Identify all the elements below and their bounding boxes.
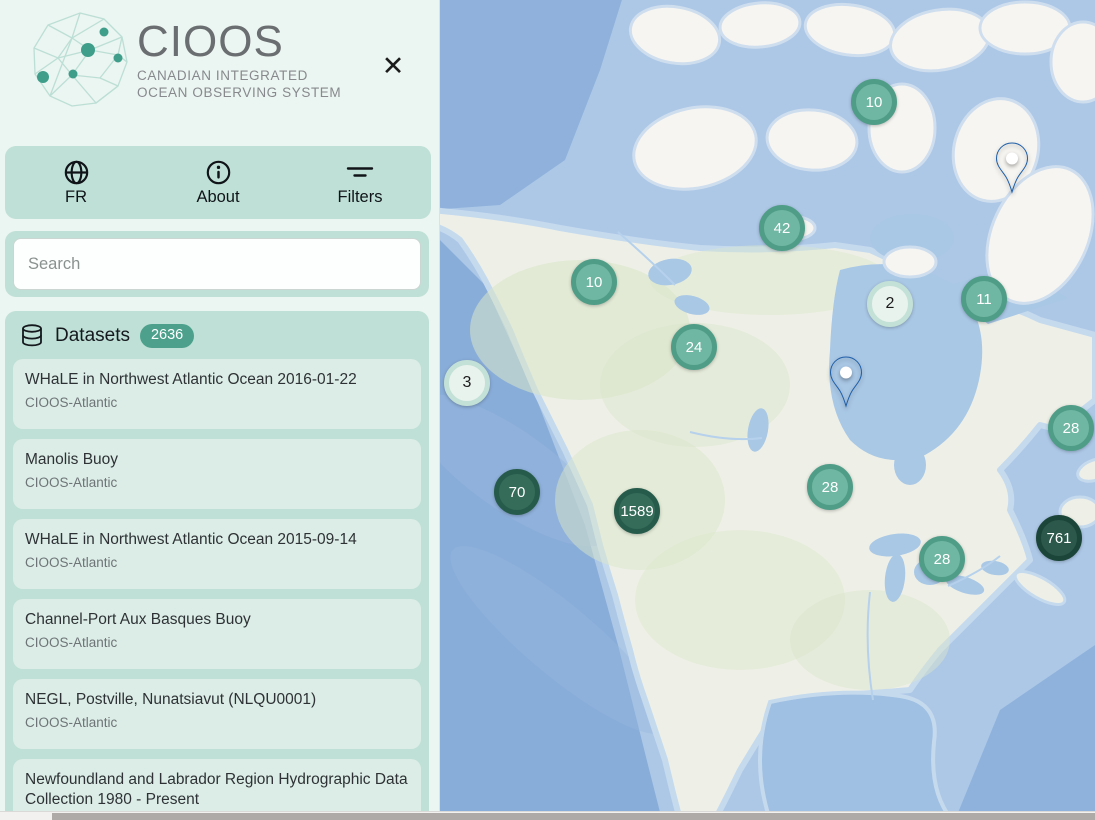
nav-item-language-fr[interactable]: FR xyxy=(21,159,131,207)
datasets-header: Datasets 2636 xyxy=(13,321,421,359)
brand-subtitle: CANADIAN INTEGRATED OCEAN OBSERVING SYST… xyxy=(137,68,342,100)
filter-icon xyxy=(346,166,374,177)
sidebar: CIOOS CANADIAN INTEGRATED OCEAN OBSERVIN… xyxy=(0,0,440,820)
cluster-marker[interactable]: 10 xyxy=(851,79,897,125)
cluster-marker[interactable]: 1589 xyxy=(614,488,660,534)
search-container xyxy=(5,231,429,297)
dataset-org: CIOOS-Atlantic xyxy=(25,475,118,491)
horizontal-scrollbar-thumb[interactable] xyxy=(52,813,1095,820)
nav-label-about: About xyxy=(196,187,240,206)
info-icon xyxy=(206,160,230,184)
dataset-title: WHaLE in Northwest Atlantic Ocean 2015-0… xyxy=(25,531,357,548)
close-sidebar-button[interactable]: ✕ xyxy=(381,50,405,81)
dataset-title: Manolis Buoy xyxy=(25,451,119,468)
map-pin[interactable] xyxy=(829,356,863,408)
cluster-marker[interactable]: 2 xyxy=(867,281,913,327)
basemap-north-america xyxy=(440,0,1095,820)
dataset-card[interactable]: WHaLE in Northwest Atlantic Ocean 2016-0… xyxy=(13,359,421,429)
dataset-org: CIOOS-Atlantic xyxy=(25,635,118,651)
map-pin[interactable] xyxy=(995,142,1029,194)
cluster-marker[interactable]: 28 xyxy=(919,536,965,582)
cluster-marker[interactable]: 28 xyxy=(807,464,853,510)
dataset-org: CIOOS-Atlantic xyxy=(25,715,118,731)
datasets-panel: Datasets 2636 WHaLE in Northwest Atlanti… xyxy=(5,311,429,820)
dataset-card[interactable]: NEGL, Postville, Nunatsiavut (NLQU0001) … xyxy=(13,679,421,749)
cluster-marker[interactable]: 24 xyxy=(671,324,717,370)
sidebar-header: CIOOS CANADIAN INTEGRATED OCEAN OBSERVIN… xyxy=(0,0,439,142)
cluster-marker[interactable]: 42 xyxy=(759,205,805,251)
dataset-card[interactable]: Channel-Port Aux Basques Buoy CIOOS-Atla… xyxy=(13,599,421,669)
search-input[interactable] xyxy=(13,238,421,290)
map-canvas[interactable]: 10 42 10 2 11 24 3 28 70 28 1589 28 761 xyxy=(440,0,1095,820)
dataset-org: CIOOS-Atlantic xyxy=(25,555,118,571)
cioos-logo-icon xyxy=(33,12,128,107)
dataset-title: Channel-Port Aux Basques Buoy xyxy=(25,611,251,628)
nav-item-filters[interactable]: Filters xyxy=(305,159,415,207)
dataset-card[interactable]: Newfoundland and Labrador Region Hydrogr… xyxy=(13,759,421,820)
nav-item-about[interactable]: About xyxy=(163,159,273,207)
horizontal-scrollbar[interactable] xyxy=(0,811,1095,820)
datasets-count-badge: 2636 xyxy=(139,324,195,348)
cluster-marker[interactable]: 3 xyxy=(444,360,490,406)
cluster-marker[interactable]: 10 xyxy=(571,259,617,305)
nav-label-filters: Filters xyxy=(337,187,383,206)
datasets-title: Datasets xyxy=(55,325,130,346)
dataset-title: Newfoundland and Labrador Region Hydrogr… xyxy=(25,771,408,809)
cluster-marker[interactable]: 11 xyxy=(961,276,1007,322)
cluster-marker[interactable]: 70 xyxy=(494,469,540,515)
nav-bar: FR About Filters xyxy=(5,146,431,219)
dataset-card[interactable]: WHaLE in Northwest Atlantic Ocean 2015-0… xyxy=(13,519,421,589)
globe-icon xyxy=(64,160,88,184)
cluster-marker[interactable]: 28 xyxy=(1048,405,1094,451)
dataset-card[interactable]: Manolis Buoy CIOOS-Atlantic xyxy=(13,439,421,509)
cluster-marker[interactable]: 761 xyxy=(1036,515,1082,561)
dataset-title: NEGL, Postville, Nunatsiavut (NLQU0001) xyxy=(25,691,317,708)
brand-name: CIOOS xyxy=(137,17,284,66)
dataset-title: WHaLE in Northwest Atlantic Ocean 2016-0… xyxy=(25,371,357,388)
nav-label-fr: FR xyxy=(65,187,87,206)
dataset-org: CIOOS-Atlantic xyxy=(25,395,118,411)
database-icon xyxy=(22,324,42,347)
